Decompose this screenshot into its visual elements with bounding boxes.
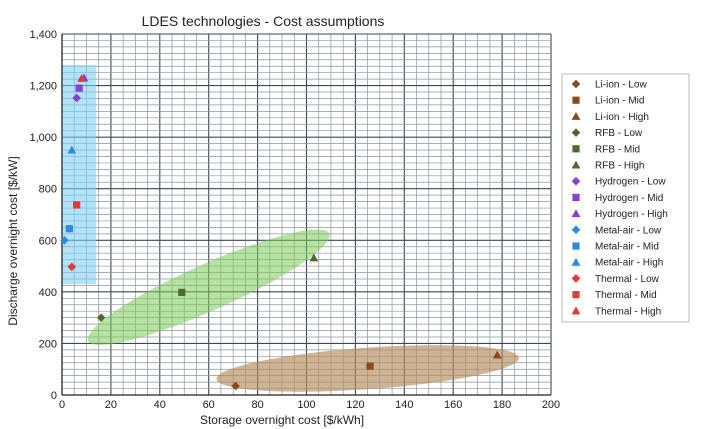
data-point (60, 235, 69, 245)
legend-label: Hydrogen - Low (595, 177, 666, 188)
x-tick-label: 40 (154, 399, 166, 411)
legend-label: RFB - Low (595, 128, 643, 139)
data-point (231, 381, 240, 391)
highlight-region-ellipse (87, 229, 330, 345)
x-tick-label: 200 (542, 399, 560, 411)
data-point (309, 253, 319, 262)
y-tick-label: 1,200 (29, 81, 57, 93)
legend-box (561, 73, 690, 323)
legend-label: Metal-air - High (595, 258, 663, 269)
data-point (65, 225, 73, 233)
legend-marker (571, 79, 581, 89)
legend-marker (572, 145, 580, 153)
legend-label: Li-ion - High (595, 112, 649, 123)
legend-label: Thermal - Mid (595, 290, 657, 301)
legend-label: Li-ion - Mid (595, 96, 644, 107)
y-tick-label: 400 (39, 287, 57, 299)
axes: 0 20 40 60 80 100 120 140 160 180 200 0 200 400 600 800… (29, 29, 560, 411)
data-point (72, 93, 81, 103)
x-tick-label: 100 (297, 399, 315, 411)
legend-marker (572, 242, 580, 250)
highlight-region-rect (62, 64, 97, 285)
legend-label: Thermal - High (595, 306, 661, 317)
x-tick-label: 0 (59, 399, 65, 411)
legend-label: Li-ion - Low (595, 80, 647, 91)
data-point (67, 145, 77, 154)
y-tick-label: 200 (39, 338, 57, 350)
legend-label: Metal-air - Mid (595, 242, 659, 253)
x-tick-label: 20 (105, 399, 117, 411)
legend-label: Hydrogen - High (595, 209, 668, 220)
y-axis-label: Discharge overnight cost [$/kW] (6, 156, 20, 325)
x-tick-label: 120 (346, 399, 364, 411)
data-point (366, 362, 374, 370)
legend-label: RFB - Mid (595, 144, 640, 155)
x-tick-label: 160 (444, 399, 462, 411)
legend-marker (571, 209, 581, 218)
legend-label: RFB - High (595, 161, 644, 172)
x-tick-label: 140 (395, 399, 413, 411)
legend-label: Metal-air - Low (595, 225, 662, 236)
data-point (96, 313, 106, 322)
data-point (77, 73, 86, 82)
legend-marker (571, 274, 581, 283)
legend-label: Thermal - Low (595, 274, 660, 285)
data-point (492, 350, 502, 359)
y-tick-label: 1,400 (29, 29, 57, 41)
legend-marker (572, 96, 580, 104)
y-tick-label: 800 (39, 184, 57, 196)
grid (61, 33, 552, 396)
legend-marker (571, 128, 581, 137)
x-tick-label: 80 (251, 399, 263, 411)
data-point (73, 201, 81, 209)
legend-marker (571, 176, 581, 186)
legend-marker (571, 306, 581, 315)
legend-label: Hydrogen - Mid (595, 193, 663, 204)
chart-title: LDES technologies - Cost assumptions (142, 13, 385, 29)
data-point (178, 288, 186, 296)
legend-marker (571, 160, 581, 169)
data-points (60, 73, 502, 391)
x-tick-label: 180 (493, 399, 511, 411)
data-point (75, 84, 83, 92)
y-tick-label: 600 (39, 235, 57, 247)
legend-marker (571, 112, 581, 120)
data-point (67, 262, 77, 272)
x-axis-label: Storage overnight cost [$/kWh] (200, 413, 364, 427)
legend-marker (571, 257, 581, 266)
y-tick-label: 1,000 (29, 132, 57, 144)
legend-marker (572, 291, 580, 299)
legend: Li-ion - Low Li-ion - Mid Li-ion - High RFB… (561, 73, 690, 323)
legend-marker (572, 193, 580, 201)
x-tick-label: 60 (203, 399, 215, 411)
legend-marker (571, 225, 581, 235)
y-tick-label: 0 (51, 390, 57, 402)
